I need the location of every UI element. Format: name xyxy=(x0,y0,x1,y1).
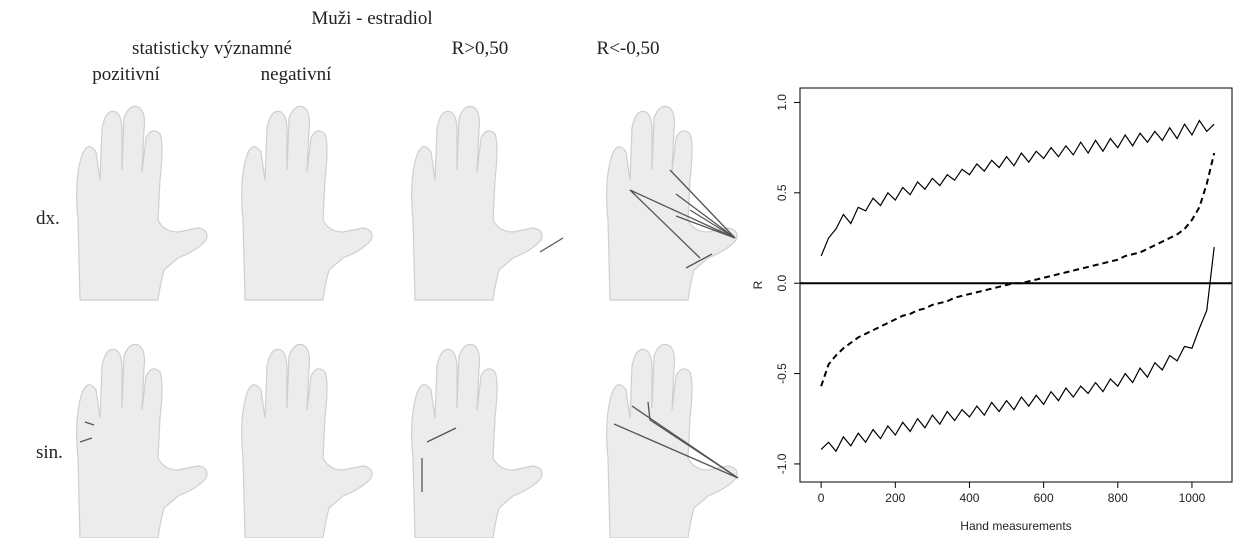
measure-line xyxy=(540,238,563,252)
row-label: dx. xyxy=(36,208,60,229)
column-header: R>0,50 xyxy=(452,38,509,59)
column-header: negativní xyxy=(261,64,332,85)
hand xyxy=(77,344,207,538)
x-tick-label: 600 xyxy=(1034,491,1054,505)
x-tick-label: 200 xyxy=(885,491,905,505)
y-tick-label: -1.0 xyxy=(775,453,789,474)
figure-title: Muži - estradiol xyxy=(311,8,432,29)
hands xyxy=(77,106,738,538)
column-header: R<-0,50 xyxy=(597,38,660,59)
x-tick-label: 1000 xyxy=(1179,491,1206,505)
plot-frame xyxy=(800,88,1232,482)
hand xyxy=(607,344,737,538)
y-tick-label: 0.0 xyxy=(775,275,789,292)
hand xyxy=(412,344,542,538)
y-tick-label: 1.0 xyxy=(775,94,789,111)
hand xyxy=(242,344,372,538)
x-axis-label: Hand measurements xyxy=(960,519,1071,533)
hand xyxy=(607,106,737,300)
x-tick-label: 400 xyxy=(959,491,979,505)
hand xyxy=(412,106,542,300)
y-tick-label: 0.5 xyxy=(775,184,789,201)
plot: -1.0 -0.5 0.0 0.5 1.0 0 200 400 600 800 1000 Hand m… xyxy=(751,88,1232,533)
x-tick-label: 800 xyxy=(1108,491,1128,505)
series-line xyxy=(821,247,1214,451)
y-tick-label: -0.5 xyxy=(775,363,789,384)
column-header: pozitivní xyxy=(92,64,160,85)
group-header: statisticky významné xyxy=(132,38,292,59)
x-tick-label: 0 xyxy=(818,491,825,505)
row-label: sin. xyxy=(36,442,63,463)
hand xyxy=(242,106,372,300)
figure: Muži - estradiol statisticky významné po… xyxy=(0,0,1236,538)
y-axis-label: R xyxy=(751,280,765,289)
series-line xyxy=(821,121,1214,257)
series-line xyxy=(821,153,1214,386)
hand xyxy=(77,106,207,300)
